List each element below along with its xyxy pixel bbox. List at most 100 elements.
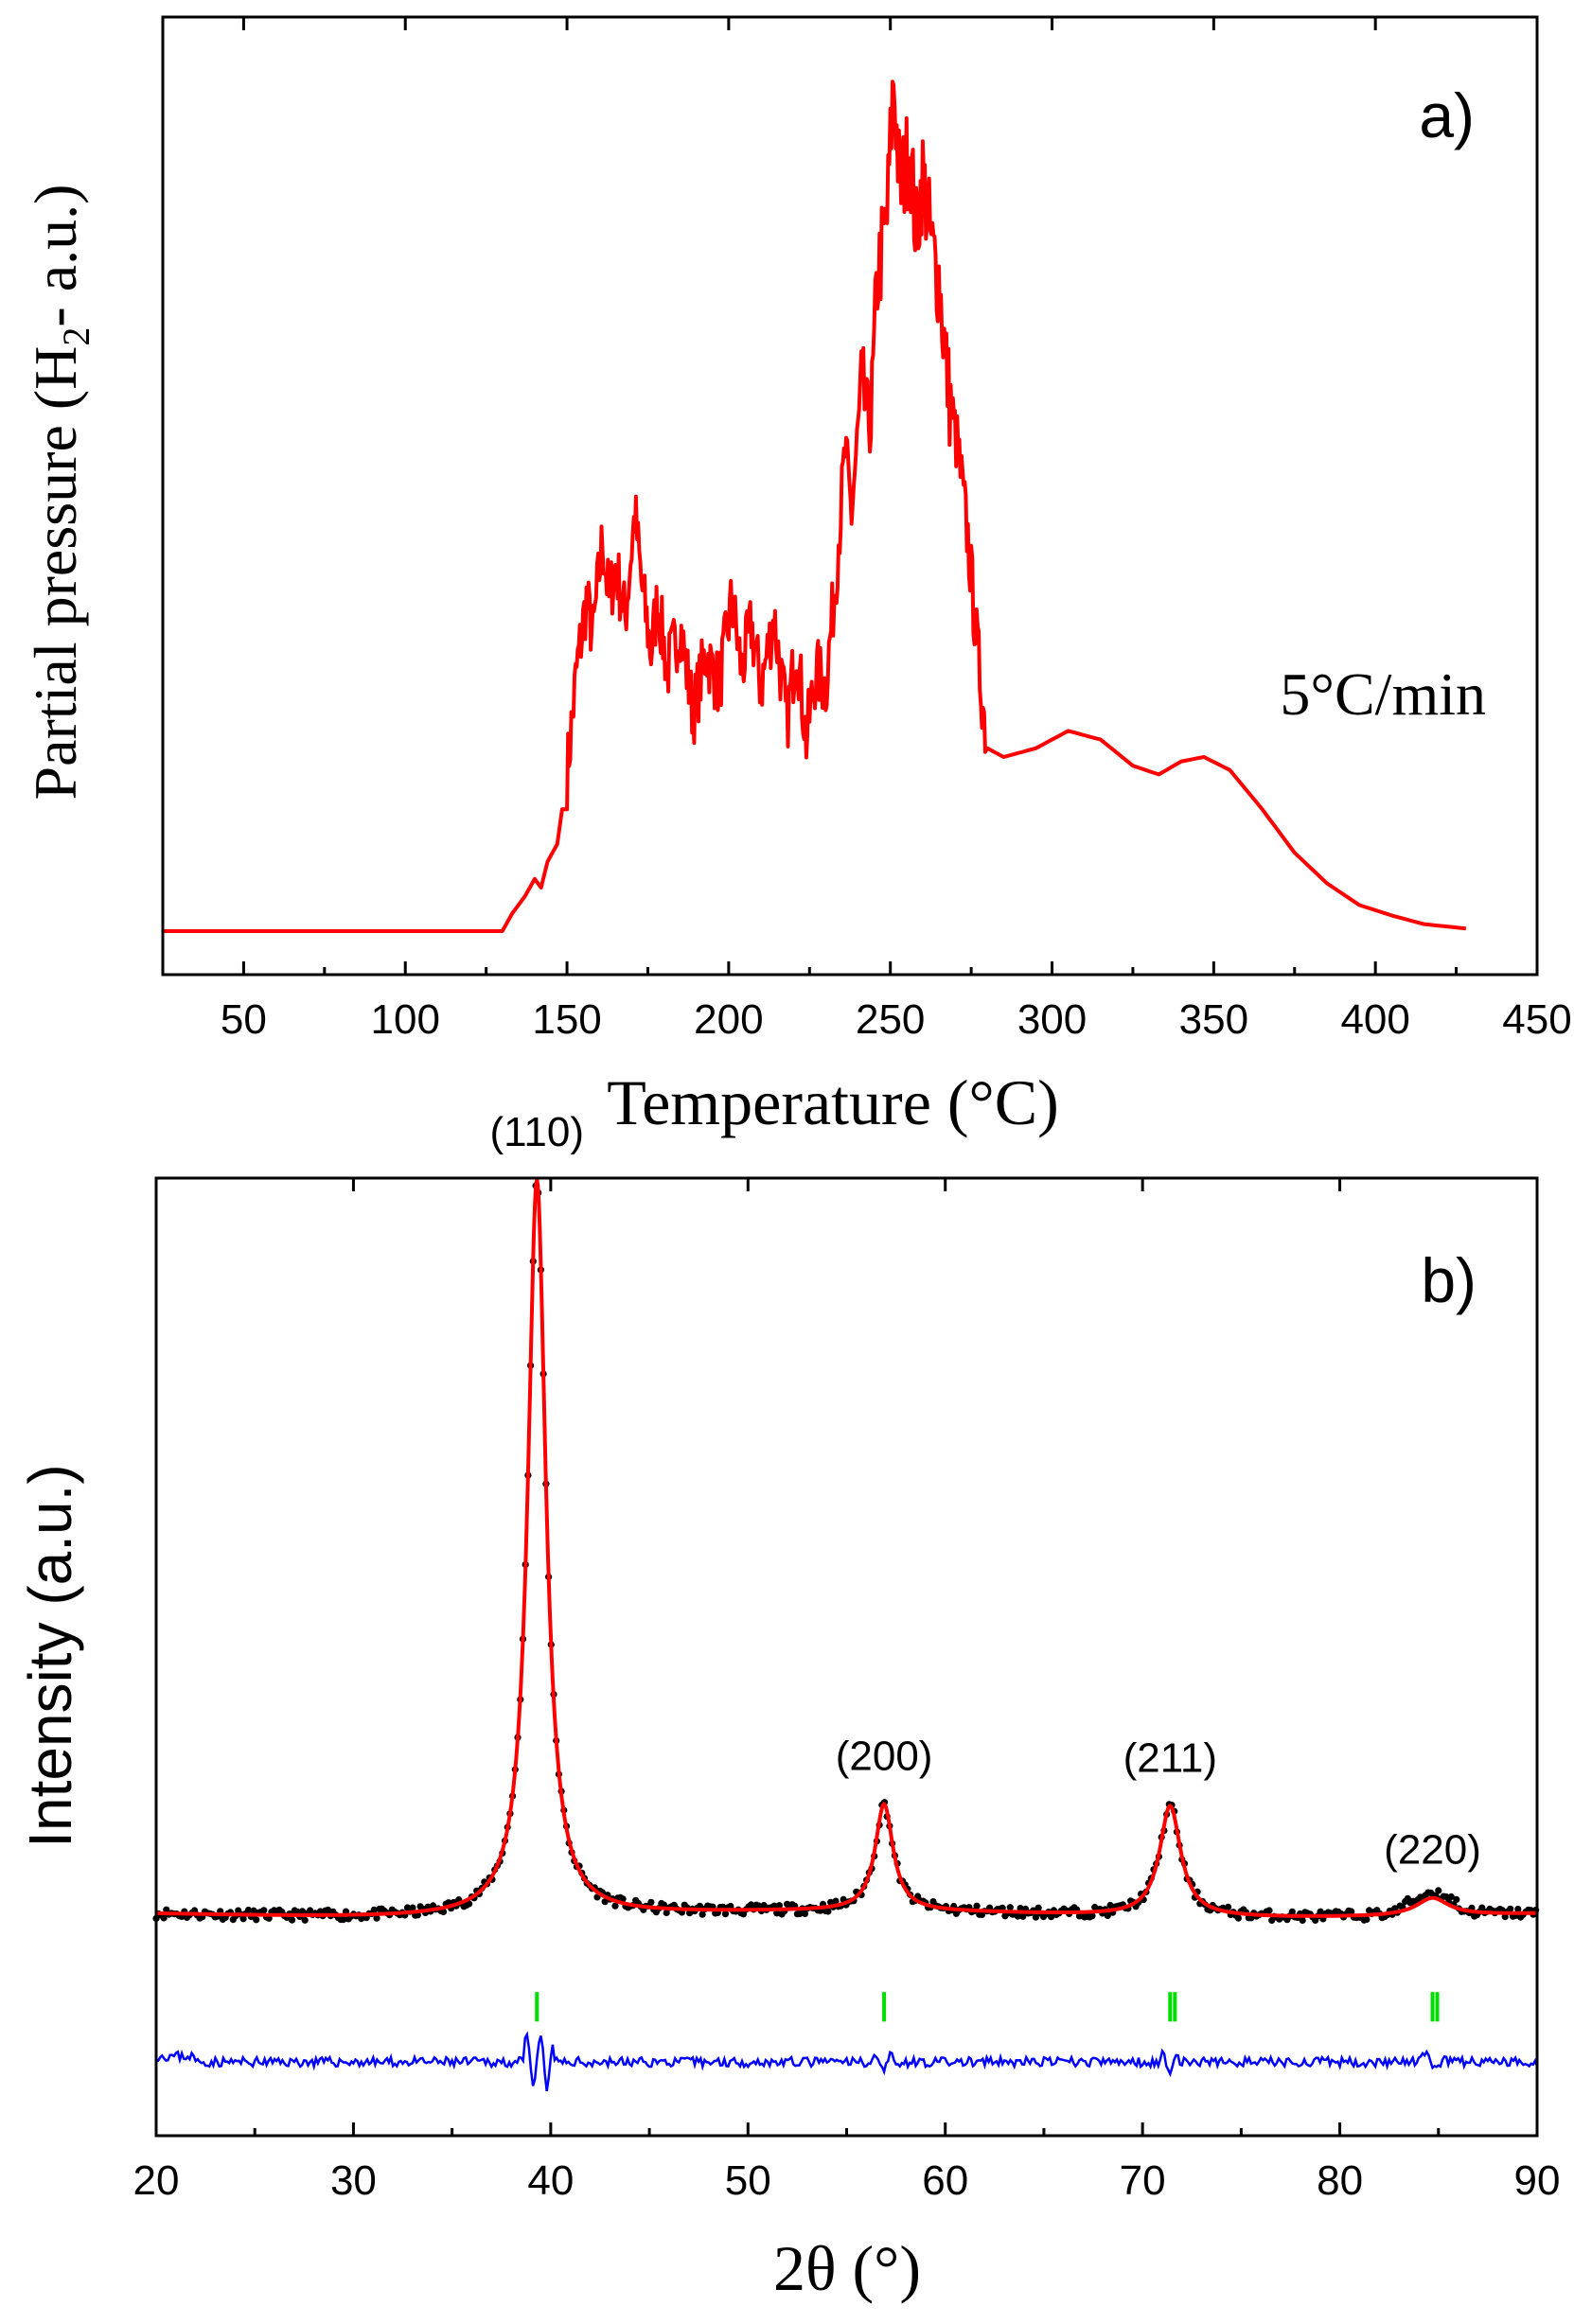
panel-b-observed-point [699, 1910, 706, 1918]
panel-b-observed-point [253, 1916, 260, 1924]
panel-b-observed-points [152, 1182, 1540, 1925]
panel-b-observed-point [1317, 1908, 1324, 1915]
panel-a-xtick-label: 400 [1340, 996, 1409, 1043]
panel-b-observed-point [466, 1900, 473, 1908]
panel-b-peak-label: (220) [1384, 1827, 1481, 1874]
panel-b-xtick-label: 20 [133, 2157, 180, 2204]
panel-b-tick-labels: 20 30 40 50 60 70 80 90 [133, 2157, 1561, 2204]
panel-b-xlabel: 2θ (°) [773, 2232, 921, 2304]
panel-b-observed-point [244, 1906, 253, 1914]
panel-b-observed-point [1363, 1915, 1371, 1924]
panel-b-observed-point [775, 1902, 784, 1910]
panel-b-observed-point [647, 1898, 655, 1906]
panel-b-observed-point [1014, 1912, 1021, 1920]
panel-b-observed-point [755, 1902, 763, 1910]
panel-b-observed-point [409, 1904, 416, 1911]
panel-b-observed-point [250, 1907, 257, 1914]
panel-b-observed-point [340, 1916, 347, 1924]
panel-a-xtick-label: 350 [1179, 996, 1248, 1043]
panel-a-annotation: 5°C/min [1280, 660, 1486, 728]
panel-b-observed-point [239, 1915, 247, 1923]
panel-a-tick-labels: 50 100 150 200 250 300 350 400 450 [221, 996, 1572, 1043]
panel-b-observed-point [373, 1914, 380, 1922]
panel-b-xtick-label: 50 [725, 2157, 771, 2204]
panel-b-peak-label: (200) [836, 1734, 933, 1780]
panel-a-label: a) [1419, 80, 1475, 150]
panel-b-observed-point [1104, 1911, 1111, 1919]
panel-b-observed-point [1478, 1904, 1486, 1911]
panel-b-observed-point [773, 1910, 781, 1917]
panel-b-observed-point [1225, 1903, 1232, 1910]
panel-b-difference-line [155, 2031, 1539, 2092]
panel-a-ylabel-subscript: 2 [55, 327, 97, 346]
panel-b-observed-point [301, 1916, 309, 1924]
panel-a-xtick-label: 200 [694, 996, 763, 1043]
panel-b-observed-point [160, 1914, 168, 1922]
panel-b-label: b) [1421, 1245, 1477, 1315]
panel-b-xtick-label: 60 [922, 2157, 968, 2204]
panel-b-observed-point [1299, 1916, 1306, 1925]
panel-a-xtick-label: 150 [532, 996, 601, 1043]
panel-b-observed-point [1265, 1907, 1273, 1914]
panel-b-observed-point [1234, 1914, 1242, 1922]
panel-b-frame [154, 1176, 1539, 2138]
panel-b-ylabel: Intensity (a.u.) [16, 1464, 84, 1848]
panel-b-observed-point [619, 1895, 627, 1903]
panel-b-observed-point [1348, 1908, 1355, 1915]
panel-b-observed-point [1288, 1908, 1296, 1915]
panel-b-observed-point [824, 1908, 832, 1915]
panel-a-xtick-label: 250 [856, 996, 925, 1043]
panel-a-xtick-label: 100 [371, 996, 440, 1043]
panel-b-observed-point [1048, 1913, 1055, 1921]
panel-b-observed-point [1088, 1912, 1096, 1920]
panel-a-frame [161, 15, 1539, 977]
panel-b-observed-point [260, 1907, 268, 1914]
panel-a-series-line [163, 79, 1466, 933]
panel-b-observed-point [439, 1908, 448, 1915]
panel-b-observed-point [324, 1906, 332, 1913]
panel-b-xtick-label: 40 [527, 2157, 574, 2204]
panel-b-observed-point [721, 1910, 730, 1918]
panel-b-peak-label: (110) [490, 1109, 584, 1155]
panel-b-peak-labels: (110) (200) (211) (220) [490, 1109, 1481, 1874]
panel-a-xtick-label: 50 [221, 996, 267, 1043]
panel-b-observed-point [611, 1902, 619, 1910]
panel-b-chart: 20 30 40 50 60 70 80 90 (110) (200) (211) (220) b)… [16, 1109, 1560, 2304]
panel-b-observed-point [298, 1908, 306, 1915]
panel-a-ylabel-main: Partial pressure (H [22, 346, 89, 801]
panel-b-observed-point [663, 1909, 670, 1917]
panel-b-calculated-line [156, 1179, 1537, 1918]
panel-a-ylabel: Partial pressure (H2- a.u.) [22, 185, 97, 801]
panel-a-chart: 50 100 150 200 250 300 350 400 450 a) 5°C/min Te… [22, 15, 1572, 1138]
panel-b-xtick-label: 80 [1317, 2157, 1363, 2204]
panel-b-observed-point [1507, 1905, 1514, 1912]
panel-b-observed-point [973, 1902, 981, 1910]
panel-a-xtick-label: 300 [1017, 996, 1087, 1043]
panel-b-xtick-label: 90 [1514, 2157, 1561, 2204]
panel-b-observed-point [1435, 1887, 1442, 1894]
panel-b-observed-point [1032, 1913, 1039, 1921]
panel-b-observed-point [1035, 1904, 1042, 1911]
panel-b-observed-point [370, 1906, 378, 1913]
panel-a-xlabel: Temperature (°C) [607, 1066, 1058, 1138]
panel-b-observed-point [801, 1910, 809, 1917]
panel-b-observed-point [289, 1916, 296, 1924]
panel-b-xtick-label: 30 [330, 2157, 377, 2204]
panel-b-observed-point [1019, 1912, 1027, 1920]
panel-b-observed-point [832, 1897, 840, 1905]
panel-b-observed-point [796, 1910, 804, 1918]
panel-b-observed-point [1514, 1906, 1522, 1913]
panel-b-observed-point [1453, 1895, 1460, 1903]
panel-b-ticks [154, 1178, 1539, 2136]
panel-b-observed-point [1106, 1901, 1114, 1910]
panel-b-observed-point [1006, 1904, 1014, 1911]
panel-b-xtick-label: 70 [1120, 2157, 1166, 2204]
panel-a-xtick-label: 450 [1502, 996, 1571, 1043]
panel-a-ylabel-tail: - a.u.) [22, 185, 89, 327]
panel-b-observed-point [1442, 1893, 1450, 1901]
panel-b-observed-point [1017, 1905, 1024, 1912]
panel-b-peak-label: (211) [1123, 1734, 1217, 1781]
panel-b-observed-point [1447, 1893, 1455, 1901]
panel-b-observed-point [601, 1898, 609, 1906]
